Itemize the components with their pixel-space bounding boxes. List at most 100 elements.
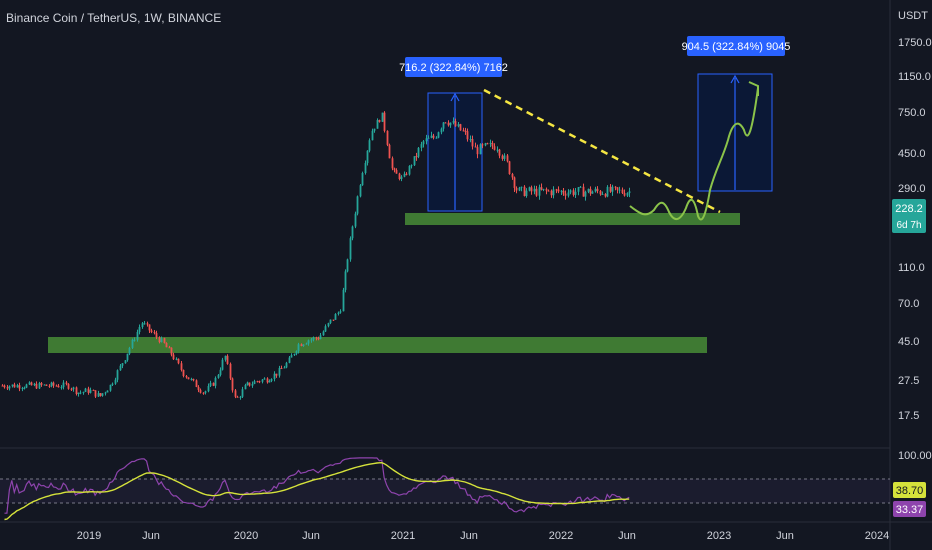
candle-body [202, 392, 205, 394]
candle-body [67, 383, 70, 389]
candle-body [462, 130, 465, 132]
price-tick: 27.5 [898, 375, 919, 387]
measure-label-box [405, 57, 502, 77]
candle-body [601, 194, 604, 196]
candle-body [297, 344, 300, 352]
candle-body [199, 389, 202, 393]
candle-body [528, 187, 531, 191]
time-axis[interactable]: 2019 Jun 2020 Jun 2021 Jun 2022 Jun 2023… [77, 530, 889, 542]
candle-body [136, 332, 139, 340]
candle-body [204, 391, 207, 393]
candle-body [302, 344, 305, 347]
candle-body [150, 330, 153, 333]
candle-body [391, 158, 394, 169]
candle-body [496, 149, 499, 151]
candle-body [288, 357, 291, 363]
candle-body [354, 213, 357, 227]
measure-label-box [687, 36, 785, 56]
candle-body [280, 368, 283, 370]
candle-body [334, 314, 337, 320]
candle-body [447, 122, 450, 126]
candle-body [239, 396, 242, 398]
candle-body [628, 191, 631, 194]
measure-tool-past[interactable]: 716.2 (322.84%) 7162 [399, 57, 508, 212]
candle-body [192, 378, 195, 381]
descending-trendline[interactable] [483, 88, 721, 214]
candle-body [489, 142, 492, 144]
price-tick: 110.0 [898, 262, 925, 274]
candle-body [626, 193, 629, 196]
candle-body [285, 362, 288, 368]
candle-body [420, 144, 423, 148]
candle-body [305, 343, 308, 345]
candle-body [606, 186, 609, 197]
candle-body [89, 389, 92, 393]
measure-tool-projection[interactable]: 904.5 (322.84%) 9045 [682, 36, 791, 192]
candle-body [315, 337, 318, 339]
candle-body [143, 323, 146, 325]
time-tick: 2022 [549, 530, 573, 542]
candle-body [533, 188, 536, 192]
candle-body [513, 177, 516, 188]
candle-body [469, 139, 472, 141]
candle-body [349, 238, 352, 260]
candle-body [621, 189, 624, 194]
measure-arrow-head [450, 92, 460, 102]
candle-body [307, 340, 310, 344]
candle-body [33, 383, 36, 386]
candle-body [591, 191, 594, 194]
candle-body [180, 363, 183, 370]
candle-body [466, 131, 469, 140]
support-zone-upper [405, 213, 740, 225]
candle-body [234, 390, 237, 397]
candle-body [479, 144, 482, 155]
support-zone-lower [48, 337, 707, 353]
candle-body [270, 378, 273, 381]
candle-body [393, 168, 396, 171]
measure-arrow-head [730, 74, 740, 84]
price-axis[interactable]: USDT 1750.0 1150.0 750.0 450.0 290.0 110… [892, 10, 932, 517]
candle-body [515, 187, 518, 191]
candle-body [43, 384, 46, 386]
time-tick: 2024 [865, 530, 889, 542]
candle-body [45, 384, 48, 386]
candle-body [94, 390, 97, 397]
candle-body [373, 128, 376, 131]
candle-body [432, 135, 435, 138]
candle-body [263, 378, 266, 380]
price-tick: 1750.0 [898, 37, 932, 49]
candle-body [579, 186, 582, 188]
candle-body [332, 319, 335, 321]
price-axis-unit: USDT [898, 10, 928, 22]
candle-body [258, 381, 261, 383]
measure-label-past: 716.2 (322.84%) 7162 [399, 62, 508, 74]
candle-body [170, 347, 173, 355]
candle-body [248, 382, 251, 386]
candle-body [229, 363, 232, 379]
candle-body [278, 368, 281, 376]
candle-body [383, 112, 386, 131]
price-tick: 70.0 [898, 298, 919, 310]
bar-countdown: 6d 7h [896, 220, 921, 231]
price-tick: 45.0 [898, 336, 919, 348]
candle-body [111, 383, 114, 385]
candle-body [3, 385, 6, 388]
candle-body [128, 347, 131, 354]
candle-body [293, 353, 296, 356]
candle-body [16, 385, 19, 388]
candle-body [582, 186, 585, 197]
candle-body [163, 338, 166, 344]
candle-body [547, 190, 550, 192]
candle-body [398, 173, 401, 180]
time-tick: 2021 [391, 530, 415, 542]
candle-body [604, 194, 607, 197]
candle-body [596, 188, 599, 192]
candle-body [246, 382, 249, 385]
candle-body [175, 358, 178, 360]
symbol-title[interactable]: Binance Coin / TetherUS, 1W, BINANCE [6, 11, 222, 25]
candle-body [437, 132, 440, 138]
candle-body [35, 383, 38, 389]
candle-body [545, 188, 548, 191]
